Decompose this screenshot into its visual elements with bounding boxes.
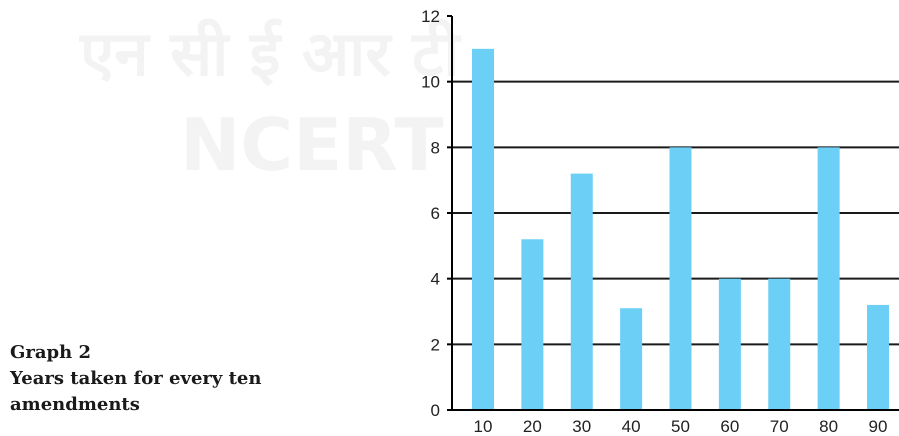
x-tick-label-20: 20 xyxy=(523,417,542,436)
axes xyxy=(447,15,899,411)
bar-90 xyxy=(867,304,889,410)
x-tick-label-60: 60 xyxy=(720,417,739,436)
watermark-hindi-text: एन सी ई आर टी xyxy=(79,17,461,90)
bar-40 xyxy=(620,308,643,410)
y-tick-label-12: 12 xyxy=(421,7,440,26)
x-tick-label-70: 70 xyxy=(770,417,789,436)
x-tick-label-30: 30 xyxy=(572,417,591,436)
y-tick-label-10: 10 xyxy=(421,73,440,92)
x-tick-label-90: 90 xyxy=(869,417,888,436)
bar-70 xyxy=(768,278,791,410)
y-tick-labels: 0 2 4 6 8 10 12 xyxy=(421,7,440,420)
y-tick-label-8: 8 xyxy=(431,138,440,157)
graph-title: Years taken for every ten amendments xyxy=(10,368,262,415)
graph-label: Graph 2 xyxy=(10,342,91,363)
ncert-watermark: एन सी ई आर टी NCERT xyxy=(79,17,461,185)
bar-60 xyxy=(718,278,741,410)
y-tick-label-0: 0 xyxy=(431,401,440,420)
bar-50 xyxy=(669,147,692,411)
bar-20 xyxy=(521,239,544,410)
y-tick-label-2: 2 xyxy=(431,335,440,354)
x-tick-label-50: 50 xyxy=(671,417,690,436)
bar-10 xyxy=(472,48,494,410)
x-tick-label-10: 10 xyxy=(474,417,493,436)
x-tick-labels: 10 20 30 40 50 60 70 80 90 xyxy=(474,417,888,436)
bar-80 xyxy=(817,147,840,411)
bar-30 xyxy=(570,173,593,410)
x-tick-label-40: 40 xyxy=(622,417,641,436)
graph-caption: Graph 2 Years taken for every ten amendm… xyxy=(10,340,370,418)
x-tick-label-80: 80 xyxy=(819,417,838,436)
y-tick-label-4: 4 xyxy=(431,270,440,289)
bars xyxy=(472,48,889,411)
watermark-ncert-text: NCERT xyxy=(180,103,444,185)
y-tick-label-6: 6 xyxy=(431,204,440,223)
